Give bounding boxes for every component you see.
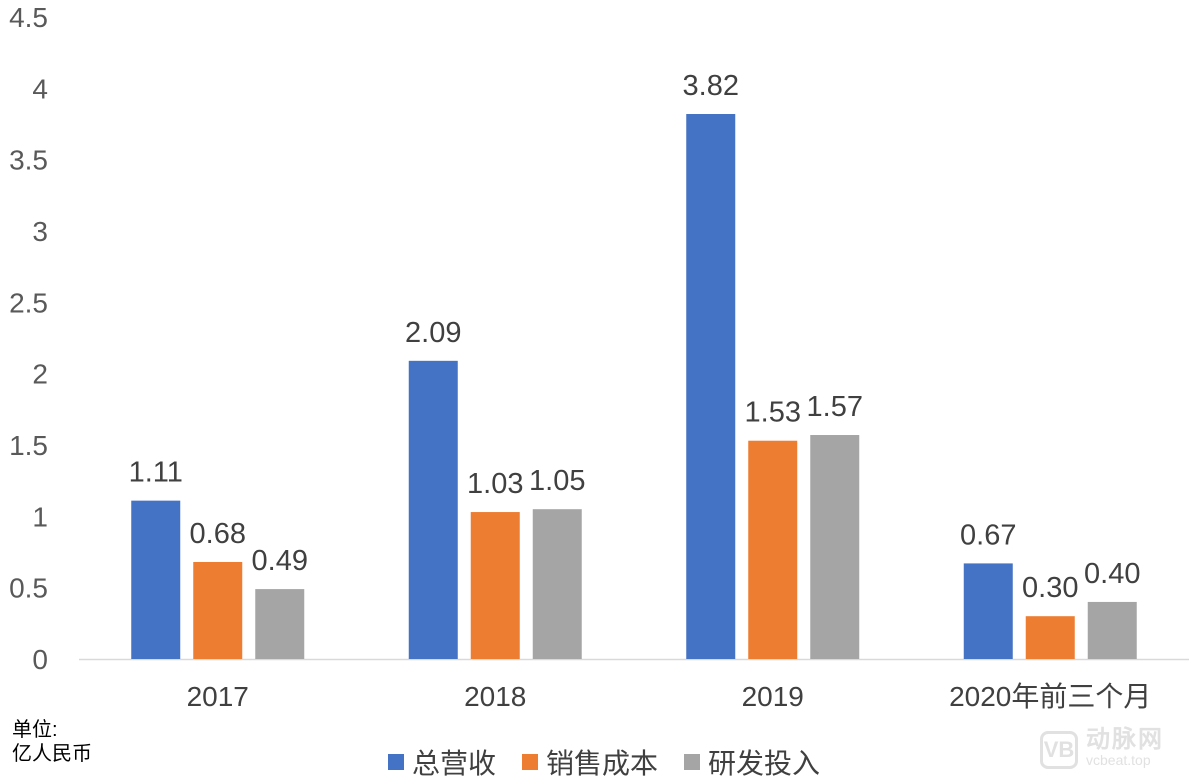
bar-研发投入-2020年前三个月 xyxy=(1087,601,1137,659)
watermark-text: 动脉网 vcbeat.top xyxy=(1086,726,1164,770)
y-tick-label: 4 xyxy=(32,73,48,104)
y-tick-label: 2.5 xyxy=(9,287,48,318)
data-label: 1.05 xyxy=(529,465,585,497)
y-tick-label: 4.5 xyxy=(9,2,48,33)
legend-swatch-cost xyxy=(522,754,539,770)
legend-item-rnd: 研发投入 xyxy=(684,742,820,782)
watermark-url: vcbeat.top xyxy=(1086,752,1151,768)
watermark: VB 动脉网 vcbeat.top xyxy=(1040,726,1164,770)
x-category-label: 2017 xyxy=(187,681,249,712)
legend: 总营收 销售成本 研发投入 xyxy=(388,744,846,780)
data-label: 3.82 xyxy=(683,70,739,102)
data-label: 0.30 xyxy=(1022,572,1078,604)
y-tick-label: 2 xyxy=(32,359,48,390)
watermark-logo-icon: VB xyxy=(1040,731,1078,769)
bar-销售成本-2019 xyxy=(748,440,798,659)
legend-label-cost: 销售成本 xyxy=(546,748,659,779)
y-tick-label: 3 xyxy=(32,216,48,247)
watermark-name: 动脉网 xyxy=(1086,726,1164,753)
data-label: 1.11 xyxy=(129,457,183,489)
legend-item-revenue: 总营收 xyxy=(388,742,496,782)
legend-swatch-rnd xyxy=(684,754,701,770)
bar-研发投入-2018 xyxy=(532,509,582,659)
bar-销售成本-2018 xyxy=(470,512,520,659)
bar-销售成本-2017 xyxy=(193,561,243,659)
data-label: 0.49 xyxy=(252,545,308,577)
bar-总营收-2017 xyxy=(131,500,181,659)
x-category-label: 2020年前三个月 xyxy=(949,681,1151,712)
bar-研发投入-2017 xyxy=(255,589,305,659)
bar-总营收-2018 xyxy=(408,360,458,659)
data-label: 0.40 xyxy=(1084,558,1140,590)
legend-swatch-revenue xyxy=(388,754,404,770)
y-tick-label: 3.5 xyxy=(9,145,48,176)
legend-item-cost: 销售成本 xyxy=(522,742,658,782)
bar-销售成本-2020年前三个月 xyxy=(1025,616,1075,659)
data-label: 1.53 xyxy=(745,397,801,429)
data-label: 1.57 xyxy=(807,391,863,423)
legend-label-revenue: 总营收 xyxy=(412,748,497,779)
unit-label: 单位: xyxy=(12,719,58,741)
bar-研发投入-2019 xyxy=(810,435,860,659)
data-label: 2.09 xyxy=(405,317,461,349)
unit-note: 单位: 亿人民币 xyxy=(12,718,92,766)
data-label: 1.03 xyxy=(467,468,523,500)
unit-value: 亿人民币 xyxy=(12,743,92,765)
y-tick-label: 0.5 xyxy=(9,573,48,604)
data-label: 0.68 xyxy=(190,518,246,550)
bar-总营收-2020年前三个月 xyxy=(963,563,1013,659)
y-tick-label: 0 xyxy=(32,644,48,675)
bar-总营收-2019 xyxy=(686,114,736,660)
data-label: 0.67 xyxy=(960,519,1016,551)
y-tick-label: 1 xyxy=(32,501,48,532)
x-category-label: 2018 xyxy=(464,681,526,712)
x-category-label: 2019 xyxy=(742,681,804,712)
y-tick-label: 1.5 xyxy=(9,430,48,461)
legend-label-rnd: 研发投入 xyxy=(708,748,821,779)
